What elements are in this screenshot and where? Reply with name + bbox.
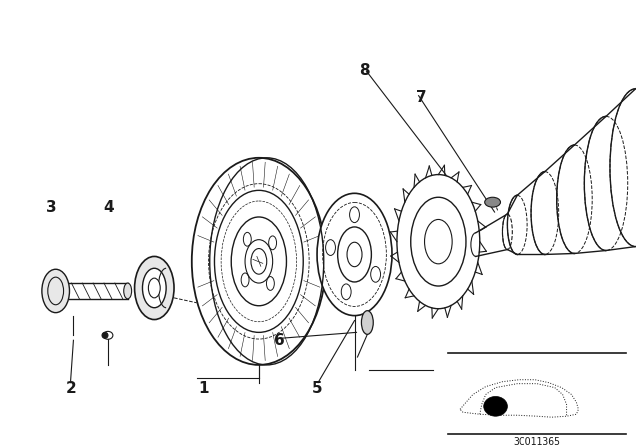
Text: 7: 7 [416, 90, 426, 105]
Ellipse shape [245, 240, 273, 283]
Text: 6: 6 [273, 333, 284, 348]
Text: 8: 8 [359, 63, 369, 78]
Text: 3: 3 [47, 200, 57, 215]
Ellipse shape [231, 217, 287, 306]
Ellipse shape [362, 310, 373, 334]
Ellipse shape [317, 193, 392, 315]
Ellipse shape [192, 158, 326, 365]
Ellipse shape [484, 197, 500, 207]
Text: 3CO11365: 3CO11365 [513, 437, 561, 447]
Ellipse shape [214, 190, 303, 332]
Text: 4: 4 [103, 200, 114, 215]
Text: 5: 5 [312, 381, 322, 396]
Ellipse shape [484, 396, 508, 416]
Ellipse shape [102, 332, 108, 338]
Ellipse shape [124, 283, 132, 299]
Ellipse shape [143, 268, 166, 308]
Ellipse shape [411, 197, 466, 286]
Text: 2: 2 [65, 381, 76, 396]
Ellipse shape [42, 269, 70, 313]
Ellipse shape [134, 256, 174, 319]
Ellipse shape [148, 278, 160, 298]
Ellipse shape [103, 332, 113, 339]
Ellipse shape [397, 175, 480, 309]
Ellipse shape [338, 227, 371, 282]
Text: 1: 1 [198, 381, 209, 396]
